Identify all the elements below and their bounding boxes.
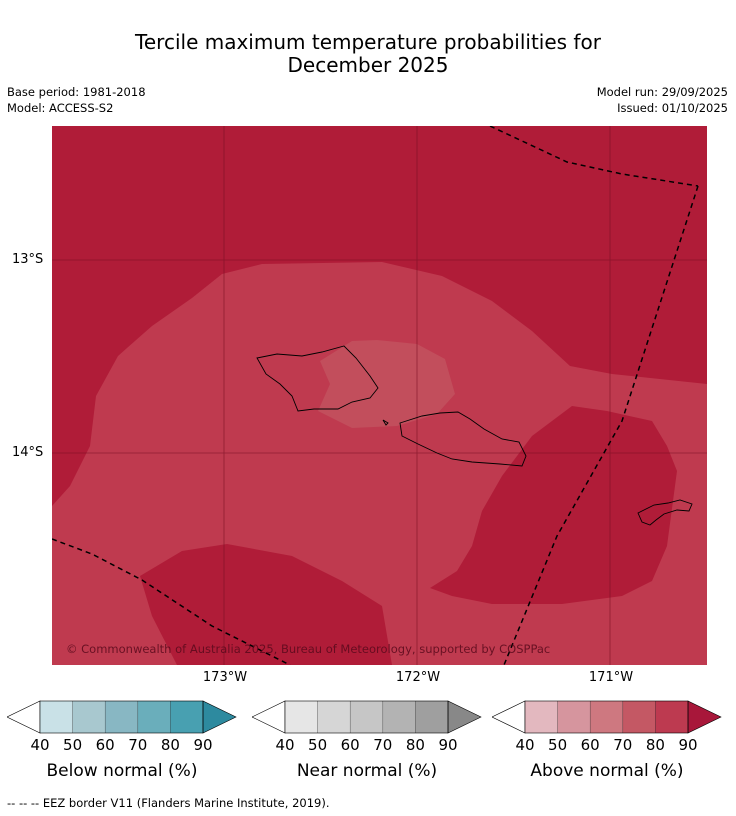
cb-below-tick: 90 (193, 736, 213, 754)
grid-lines (52, 126, 707, 665)
colorbar-cap-low (7, 700, 41, 734)
colorbar-segment (350, 701, 383, 733)
cb-near-tick: 80 (405, 736, 425, 754)
colorbar-segment (40, 701, 73, 733)
colorbar-below-normal (7, 700, 237, 734)
island-upolu (399, 411, 527, 467)
cb-near-tick: 70 (373, 736, 393, 754)
chart-title: Tercile maximum temperature probabilitie… (0, 31, 736, 77)
copyright-note: © Commonwealth of Australia 2025, Bureau… (66, 642, 550, 656)
model-name: Model: ACCESS-S2 (7, 101, 114, 115)
eez-border (52, 126, 699, 665)
coastlines (256, 345, 693, 526)
base-period: Base period: 1981-2018 (7, 85, 146, 99)
model-run: Model run: 29/09/2025 (596, 85, 728, 99)
colorbar-segment (285, 701, 318, 733)
meta-left: Base period: 1981-2018 Model: ACCESS-S2 (7, 84, 146, 116)
cb-near-tick: 60 (340, 736, 360, 754)
cb-below-tick: 50 (63, 736, 83, 754)
eez-border-southwest (52, 538, 291, 665)
colorbar-below-title: Below normal (%) (46, 761, 198, 781)
title-line-2: December 2025 (287, 53, 449, 77)
colorbar-segment (415, 701, 448, 733)
colorbar-segment (170, 701, 203, 733)
lat-label-13s: 13°S (12, 252, 44, 267)
island-savaii (256, 345, 379, 412)
cb-below-tick: 40 (30, 736, 50, 754)
cb-near-tick: 90 (438, 736, 458, 754)
cb-above-tick: 80 (645, 736, 665, 754)
meta-right: Model run: 29/09/2025 Issued: 01/10/2025 (597, 84, 728, 116)
probability-map: © Commonwealth of Australia 2025, Bureau… (52, 126, 707, 665)
colorbar-cap-low (492, 700, 526, 734)
cb-above-tick: 40 (515, 736, 535, 754)
eez-footnote: -- -- -- EEZ border V11 (Flanders Marine… (7, 796, 330, 810)
colorbar-segment (382, 701, 416, 733)
colorbar-above-normal (492, 700, 722, 734)
cb-near-tick: 40 (275, 736, 295, 754)
colorbar-near-normal (252, 700, 482, 734)
lat-label-14s: 14°S (12, 445, 44, 460)
colorbar-frame (284, 700, 449, 734)
lon-label-173w: 173°W (202, 670, 248, 685)
colorbar-cap-high (687, 700, 722, 734)
cb-above-tick: 90 (678, 736, 698, 754)
colorbar-segment (622, 701, 656, 733)
colorbar-segment (105, 701, 138, 733)
title-line-1: Tercile maximum temperature probabilitie… (135, 30, 601, 54)
colorbar-cap-high (447, 700, 482, 734)
colorbar-segment (317, 701, 351, 733)
cb-below-tick: 60 (95, 736, 115, 754)
zone-above-90-east (430, 406, 677, 604)
cb-above-tick: 60 (580, 736, 600, 754)
colorbar-near-title: Near normal (%) (296, 761, 438, 781)
cb-above-tick: 50 (548, 736, 568, 754)
lon-label-171w: 171°W (588, 670, 634, 685)
colorbar-cap-high (202, 700, 237, 734)
zone-above-70 (318, 340, 455, 428)
colorbar-segment (72, 701, 106, 733)
island-manono (382, 419, 389, 426)
colorbar-segment (137, 701, 171, 733)
lon-label-172w: 172°W (395, 670, 441, 685)
colorbar-segment (655, 701, 688, 733)
colorbar-frame (524, 700, 689, 734)
colorbar-segment (557, 701, 591, 733)
colorbar-segment (525, 701, 558, 733)
cb-below-tick: 80 (160, 736, 180, 754)
issued-date: Issued: 01/10/2025 (617, 101, 728, 115)
cb-near-tick: 50 (308, 736, 328, 754)
colorbar-segment (590, 701, 623, 733)
island-tutuila (637, 499, 693, 526)
cb-above-tick: 70 (613, 736, 633, 754)
colorbar-above-title: Above normal (%) (530, 761, 684, 781)
colorbar-cap-low (252, 700, 286, 734)
cb-below-tick: 70 (128, 736, 148, 754)
colorbar-frame (39, 700, 204, 734)
